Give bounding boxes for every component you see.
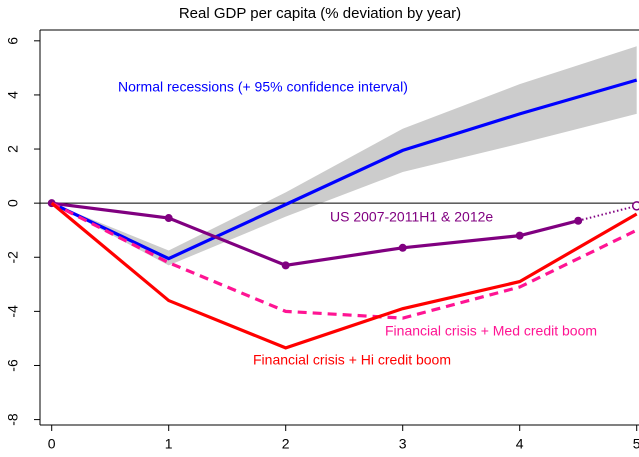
series-line <box>51 201 579 268</box>
y-tick-label: 2 <box>5 145 21 153</box>
point <box>631 201 639 211</box>
confidence-band <box>51 46 637 266</box>
x-tick-label: 5 <box>633 436 639 452</box>
point <box>281 261 290 270</box>
y-tick-label: -6 <box>5 359 21 372</box>
y-tick-label: -2 <box>5 251 21 264</box>
point <box>398 243 407 252</box>
x-tick-label: 0 <box>48 436 56 452</box>
y-tick-label: -4 <box>5 305 21 318</box>
series-label: Normal recessions (+ 95% confidence inte… <box>118 79 408 95</box>
y-tick-label: -8 <box>5 413 21 426</box>
x-tick-label: 3 <box>399 436 407 452</box>
x-tick-label: 1 <box>165 436 173 452</box>
x-tick-label: 2 <box>282 436 290 452</box>
series-line <box>50 201 638 350</box>
y-tick-label: 6 <box>5 37 21 45</box>
point <box>164 214 173 223</box>
series-label: Financial crisis + Hi credit boom <box>253 352 451 368</box>
series-line <box>51 78 638 261</box>
point <box>515 231 524 240</box>
y-tick-label: 0 <box>5 199 21 207</box>
series-label: Financial crisis + Med credit boom <box>385 323 597 339</box>
x-tick-label: 4 <box>516 436 524 452</box>
series-label: US 2007-2011H1 & 2012e <box>330 209 493 225</box>
series-line <box>50 201 638 320</box>
y-tick-label: 4 <box>5 91 21 99</box>
chart-title: Real GDP per capita (% deviation by year… <box>179 5 461 22</box>
